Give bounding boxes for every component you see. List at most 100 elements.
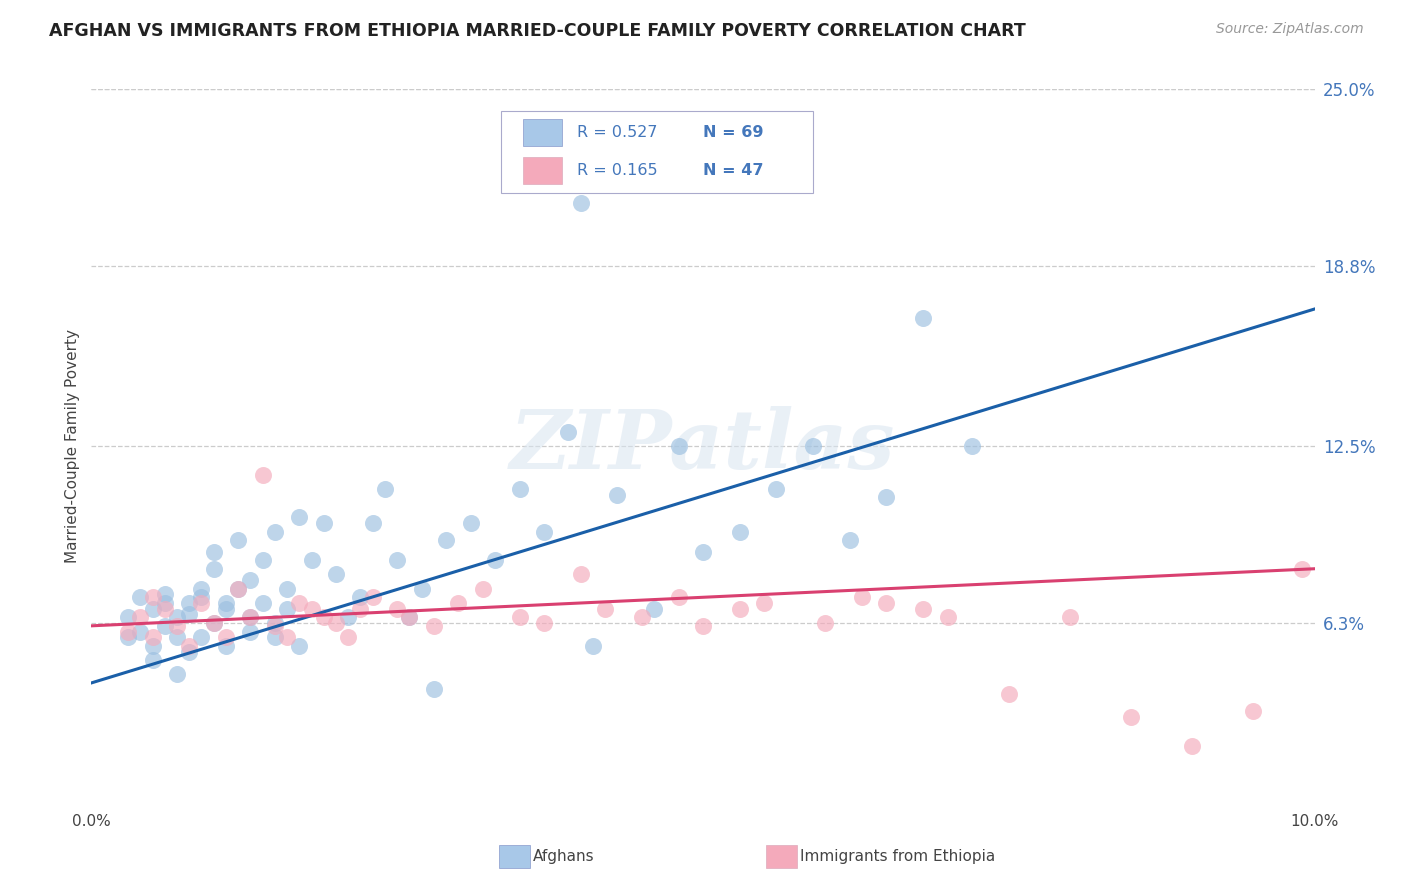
- Point: [337, 610, 360, 624]
- Point: [460, 516, 482, 530]
- Point: [838, 533, 860, 548]
- Text: R = 0.165: R = 0.165: [576, 163, 658, 178]
- Point: [239, 624, 262, 639]
- Point: [190, 630, 212, 644]
- Text: Immigrants from Ethiopia: Immigrants from Ethiopia: [800, 849, 995, 863]
- Point: [312, 516, 335, 530]
- Point: [643, 601, 665, 615]
- Point: [557, 425, 579, 439]
- Point: [337, 630, 360, 644]
- Point: [141, 639, 163, 653]
- Text: ZIPatlas: ZIPatlas: [510, 406, 896, 486]
- Point: [1059, 610, 1081, 624]
- Point: [179, 644, 201, 658]
- Point: [190, 582, 212, 596]
- Point: [398, 610, 420, 624]
- Point: [288, 510, 311, 524]
- Point: [166, 630, 188, 644]
- Point: [960, 439, 983, 453]
- Point: [117, 630, 139, 644]
- Point: [1121, 710, 1143, 724]
- Point: [398, 610, 420, 624]
- Point: [202, 615, 225, 630]
- Point: [509, 482, 531, 496]
- Point: [875, 491, 898, 505]
- Point: [484, 553, 506, 567]
- Point: [325, 615, 347, 630]
- Point: [215, 601, 238, 615]
- Point: [312, 610, 335, 624]
- Text: Afghans: Afghans: [533, 849, 595, 863]
- Point: [153, 601, 176, 615]
- Text: N = 47: N = 47: [703, 163, 763, 178]
- Bar: [523, 157, 562, 184]
- Point: [166, 610, 188, 624]
- Point: [385, 601, 409, 615]
- Text: N = 69: N = 69: [703, 125, 763, 140]
- Point: [276, 582, 298, 596]
- Point: [202, 615, 225, 630]
- Point: [252, 467, 274, 482]
- Point: [692, 619, 714, 633]
- Point: [325, 567, 347, 582]
- Point: [166, 619, 188, 633]
- Point: [385, 553, 409, 567]
- Point: [202, 562, 225, 576]
- Point: [765, 482, 787, 496]
- Point: [423, 681, 446, 696]
- Point: [533, 615, 555, 630]
- Point: [533, 524, 555, 539]
- Point: [998, 687, 1021, 701]
- Point: [179, 639, 201, 653]
- Point: [226, 533, 249, 548]
- Point: [141, 591, 163, 605]
- Point: [202, 544, 225, 558]
- Point: [569, 196, 592, 211]
- Point: [179, 596, 201, 610]
- Point: [166, 667, 188, 681]
- Point: [252, 553, 274, 567]
- Point: [239, 610, 262, 624]
- Point: [801, 439, 824, 453]
- Y-axis label: Married-Couple Family Poverty: Married-Couple Family Poverty: [65, 329, 80, 563]
- Point: [349, 591, 371, 605]
- Point: [288, 639, 311, 653]
- Point: [129, 591, 152, 605]
- Text: R = 0.527: R = 0.527: [576, 125, 658, 140]
- Point: [215, 639, 238, 653]
- Text: Source: ZipAtlas.com: Source: ZipAtlas.com: [1216, 22, 1364, 37]
- Point: [509, 610, 531, 624]
- Point: [153, 587, 176, 601]
- Point: [434, 533, 457, 548]
- Point: [252, 596, 274, 610]
- Point: [728, 601, 751, 615]
- Point: [349, 601, 371, 615]
- Point: [301, 553, 323, 567]
- Point: [1243, 705, 1265, 719]
- Point: [423, 619, 446, 633]
- Point: [288, 596, 311, 610]
- Point: [276, 630, 298, 644]
- Point: [301, 601, 323, 615]
- Point: [851, 591, 873, 605]
- Point: [1181, 739, 1204, 753]
- Point: [361, 516, 384, 530]
- Point: [631, 610, 654, 624]
- Point: [141, 630, 163, 644]
- Point: [276, 601, 298, 615]
- Point: [190, 596, 212, 610]
- Point: [668, 591, 690, 605]
- Point: [447, 596, 470, 610]
- Point: [264, 524, 287, 539]
- Point: [117, 624, 139, 639]
- Point: [1291, 562, 1313, 576]
- Point: [153, 619, 176, 633]
- Point: [226, 582, 249, 596]
- Point: [117, 610, 139, 624]
- Point: [471, 582, 494, 596]
- Point: [129, 624, 152, 639]
- Point: [239, 610, 262, 624]
- Point: [361, 591, 384, 605]
- Point: [814, 615, 837, 630]
- Text: AFGHAN VS IMMIGRANTS FROM ETHIOPIA MARRIED-COUPLE FAMILY POVERTY CORRELATION CHA: AFGHAN VS IMMIGRANTS FROM ETHIOPIA MARRI…: [49, 22, 1026, 40]
